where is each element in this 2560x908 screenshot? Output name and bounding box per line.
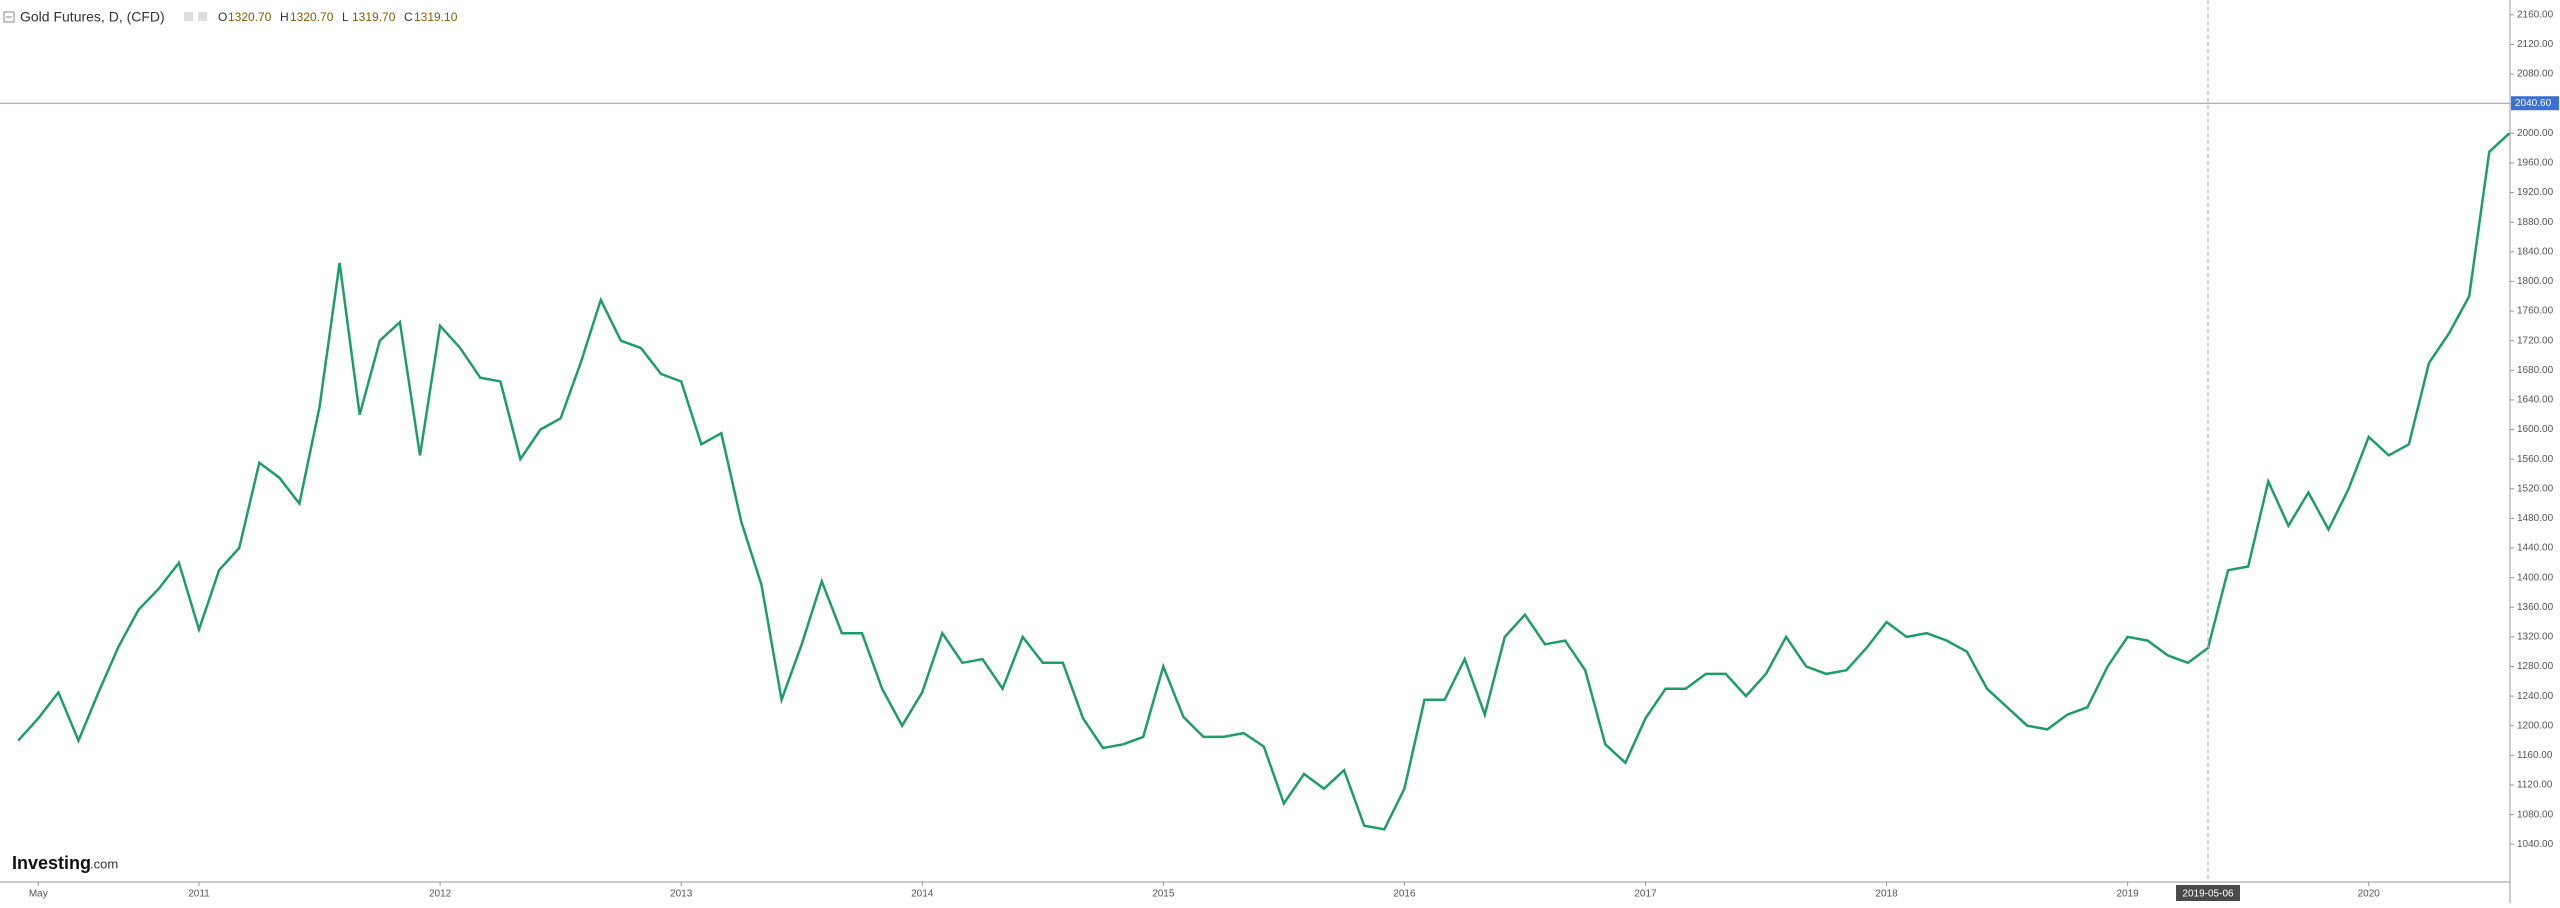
x-tick-label: May [29,889,48,900]
last-price-label: 2040.60 [2515,98,2552,109]
price-line [17,132,2511,831]
crosshair-box [2176,885,2240,901]
logo-brand: Investing [12,853,91,873]
ohlc-key: O [218,10,227,24]
x-tick-label: 2016 [1393,889,1416,900]
ohlc-key: L [342,10,349,24]
x-tick-label: 2014 [911,889,934,900]
logo-suffix: .com [90,856,118,871]
y-tick-label: 2080.00 [2517,69,2554,80]
ohlc-value: 1320.70 [228,10,272,24]
x-tick-label: 2015 [1152,889,1175,900]
ohlc-readout: O 1320.70 H 1320.70 L 1319.70 C 1319.10 [218,10,458,24]
x-tick-label: 2019 [2117,889,2140,900]
y-tick-label: 1720.00 [2517,335,2554,346]
y-tick-label: 1840.00 [2517,246,2554,257]
x-tick-label: 2013 [670,889,693,900]
y-tick-label: 1240.00 [2517,691,2554,702]
y-tick-label: 1040.00 [2517,839,2554,850]
x-tick-label: 2017 [1634,889,1657,900]
y-tick-label: 2000.00 [2517,128,2554,139]
ohlc-value: 1320.70 [290,10,334,24]
y-tick-label: 1480.00 [2517,513,2554,524]
y-tick-label: 2120.00 [2517,39,2554,50]
settings-button[interactable] [184,12,193,21]
crosshair-label: 2019-05-06 [2182,889,2234,900]
x-tick-label: 2012 [429,889,452,900]
y-tick-label: 1200.00 [2517,720,2554,731]
y-tick-label: 1560.00 [2517,454,2554,465]
y-tick-label: 2160.00 [2517,9,2554,20]
x-tick-label: 2018 [1875,889,1898,900]
y-tick-label: 1960.00 [2517,158,2554,169]
y-tick-label: 1920.00 [2517,187,2554,198]
plot-area [0,0,2510,882]
y-tick-label: 1360.00 [2517,602,2554,613]
y-tick-label: 1800.00 [2517,276,2554,287]
y-tick-label: 1440.00 [2517,543,2554,554]
y-tick-label: 1880.00 [2517,217,2554,228]
x-tick-label: 2011 [188,889,210,900]
y-tick-label: 1400.00 [2517,572,2554,583]
collapse-button[interactable] [3,11,15,23]
y-tick-label: 1520.00 [2517,483,2554,494]
y-tick-label: 1080.00 [2517,809,2554,820]
ohlc-value: 1319.10 [414,10,458,24]
y-tick-label: 1120.00 [2517,780,2553,791]
ohlc-key: H [280,10,289,24]
y-tick-label: 1320.00 [2517,632,2554,643]
y-tick-label: 1760.00 [2517,306,2554,317]
symbol-title: Gold Futures, D, (CFD) [20,9,165,25]
y-tick-label: 1680.00 [2517,365,2554,376]
y-tick-label: 1640.00 [2517,395,2554,406]
ohlc-key: C [404,10,413,24]
close-button[interactable] [198,12,207,21]
x-tick-label: 2020 [2358,889,2381,900]
y-tick-label: 1280.00 [2517,661,2554,672]
last-price-box [2511,96,2559,111]
y-tick-label: 1600.00 [2517,424,2554,435]
y-tick-label: 1160.00 [2517,750,2553,761]
ohlc-value: 1319.70 [352,10,396,24]
